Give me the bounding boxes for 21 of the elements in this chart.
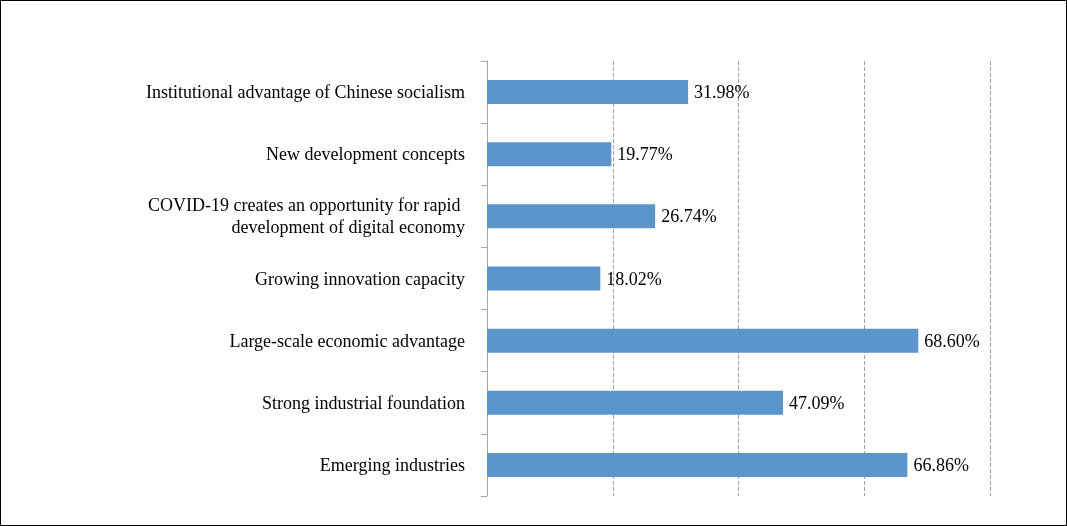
y-tick-label: Institutional advantage of Chinese socialism (146, 82, 465, 103)
bar (487, 142, 612, 167)
bar (487, 452, 908, 477)
bar (487, 204, 656, 229)
y-tick-label: Large-scale economic advantage (229, 330, 465, 351)
y-tick-label: Emerging industries (319, 454, 465, 475)
bar (487, 266, 601, 291)
y-tick-label: New development concepts (266, 144, 465, 165)
bar (487, 80, 689, 105)
data-label: 19.77% (617, 144, 673, 165)
bar (487, 328, 919, 353)
data-label: 68.60% (924, 330, 980, 351)
data-label: 26.74% (661, 206, 717, 227)
data-label: 47.09% (789, 392, 845, 413)
bar (487, 390, 784, 415)
y-tick-label: COVID-19 creates an opportunity for rapid development of digital economy (148, 195, 465, 238)
data-label: 31.98% (694, 82, 750, 103)
data-label: 66.86% (913, 454, 969, 475)
y-tick-label: Growing innovation capacity (255, 268, 465, 289)
y-tick-label: Strong industrial foundation (262, 392, 465, 413)
data-label: 18.02% (606, 268, 662, 289)
